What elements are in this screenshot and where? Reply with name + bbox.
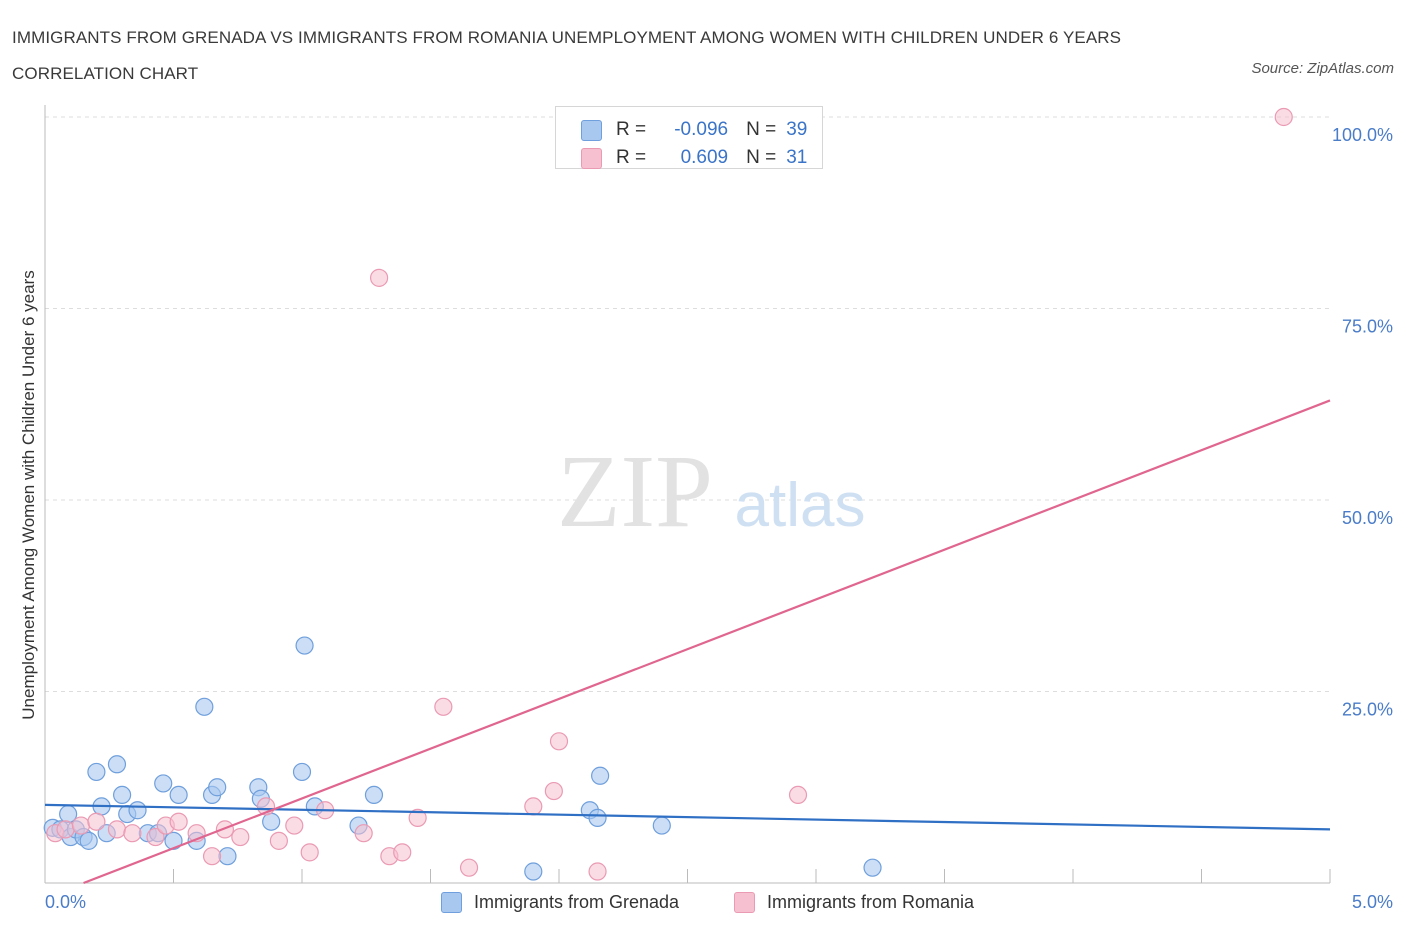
romania-point <box>202 847 222 866</box>
legend-row-grenada: R = -0.096 N = 39 <box>581 117 807 143</box>
romania-point <box>56 820 75 839</box>
legend-row-romania: R = 0.609 N = 31 <box>581 145 807 171</box>
trend-lines <box>44 399 1331 885</box>
source-credit: Source: ZipAtlas.com <box>1251 60 1394 77</box>
romania-point <box>107 820 127 839</box>
chart-title: IMMIGRANTS FROM GRENADA VS IMMIGRANTS FR… <box>12 28 1122 83</box>
grenada-point <box>292 762 312 782</box>
grenada-point <box>524 862 543 881</box>
grenada-swatch <box>581 119 602 141</box>
grenada-point <box>588 808 607 827</box>
grenada-point <box>128 801 147 820</box>
y-tick-label: 75.0% <box>1342 317 1393 337</box>
watermark-atlas: atlas <box>735 471 866 540</box>
romania-point <box>123 824 142 843</box>
romania-point <box>169 812 188 831</box>
y-tick-label: 100.0% <box>1332 125 1393 145</box>
x-tick-label-max: 5.0% <box>1352 892 1393 912</box>
romania-point <box>1274 107 1293 127</box>
grenada-point <box>154 774 173 793</box>
n-label: N = <box>746 119 777 140</box>
grenada-point <box>208 778 227 797</box>
romania-point <box>231 827 250 847</box>
n-label: N = <box>746 147 777 168</box>
grenada-point <box>364 785 384 805</box>
romania-swatch <box>581 147 602 169</box>
romania-point <box>71 816 91 835</box>
watermark-zip: ZIP <box>557 434 713 549</box>
grenada-point <box>295 636 314 655</box>
grenada-point <box>863 858 882 877</box>
grenada-point <box>79 831 98 850</box>
grenada-points <box>43 636 882 881</box>
romania-point <box>434 697 453 716</box>
romania-point <box>524 797 543 816</box>
y-tick-label: 50.0% <box>1342 508 1393 528</box>
romania-point <box>544 781 563 801</box>
legend-item-grenada: Immigrants from Grenada <box>441 890 679 914</box>
romania-point <box>146 827 165 847</box>
romania-point <box>370 268 389 287</box>
legend-item-romania: Immigrants from Romania <box>734 890 974 914</box>
romania-point <box>285 816 304 835</box>
grenada-swatch <box>441 891 462 913</box>
grid-lines <box>45 116 1330 692</box>
legend-label-romania: Immigrants from Romania <box>767 891 975 912</box>
romania-n-value: 31 <box>786 147 808 168</box>
y-tick-label: 25.0% <box>1342 700 1393 720</box>
y-axis-label: Unemployment Among Women with Children U… <box>19 270 38 719</box>
grenada-point <box>87 762 106 782</box>
romania-point <box>354 824 373 843</box>
romania-point <box>300 843 319 862</box>
grenada-point <box>218 847 237 866</box>
romania-point <box>393 843 412 862</box>
r-label: R = <box>616 119 647 140</box>
romania-point <box>269 831 288 850</box>
romania-point <box>459 858 479 877</box>
axes <box>44 105 1331 884</box>
grenada-trend-line <box>44 803 1331 831</box>
x-tick-label-min: 0.0% <box>45 892 86 912</box>
romania-point <box>87 812 106 831</box>
romania-r-value: 0.609 <box>680 147 729 168</box>
grenada-point <box>112 785 132 805</box>
grenada-point <box>195 697 214 716</box>
grenada-point <box>652 816 671 835</box>
legend-label-grenada: Immigrants from Grenada <box>474 891 680 912</box>
grenada-point <box>262 812 281 831</box>
romania-point <box>408 808 427 827</box>
grenada-n-value: 39 <box>786 119 808 140</box>
romania-swatch <box>734 891 755 913</box>
watermark: ZIP atlas <box>557 434 865 549</box>
romania-trend-line <box>83 399 1331 885</box>
romania-point <box>788 785 808 805</box>
romania-point <box>588 862 607 881</box>
r-label: R = <box>616 147 647 168</box>
grenada-point <box>591 766 610 785</box>
grenada-point <box>107 755 127 774</box>
grenada-r-value: -0.096 <box>674 119 729 140</box>
romania-point <box>549 732 569 751</box>
correlation-legend: R = -0.096 N = 39 R = 0.609 N = 31 <box>555 106 823 169</box>
grenada-point <box>169 785 188 805</box>
grenada-point <box>164 831 183 850</box>
axis-ticks: 100.0% 75.0% 50.0% 25.0% 0.0% 5.0% <box>45 125 1393 912</box>
